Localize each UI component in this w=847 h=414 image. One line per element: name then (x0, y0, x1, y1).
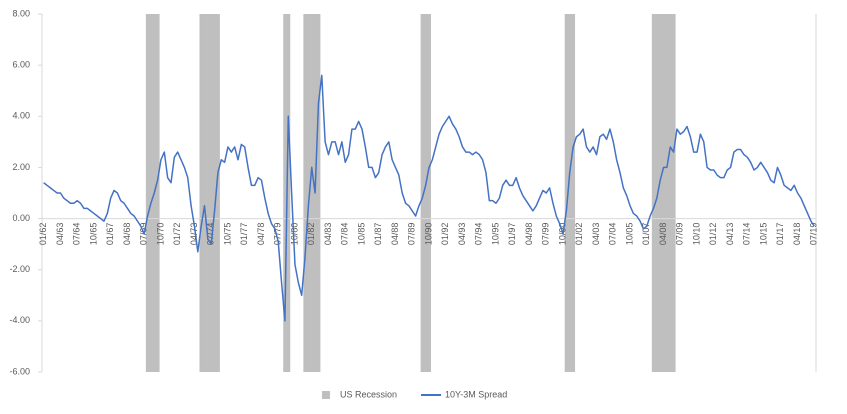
recession-bar (286, 14, 291, 372)
x-tick-label: 04/83 (323, 223, 333, 246)
x-tick-label: 10/95 (490, 223, 500, 246)
legend-swatch (322, 391, 330, 399)
x-tick-label: 04/93 (457, 223, 467, 246)
x-tick-label: 01/17 (775, 223, 785, 246)
recession-bar (155, 14, 160, 372)
x-tick-label: 10/85 (356, 223, 366, 246)
recession-bar (145, 14, 150, 372)
recession-bar (209, 14, 214, 372)
recession-bar (427, 14, 431, 372)
recession-bar (202, 14, 207, 372)
recession-bar (216, 14, 220, 372)
x-tick-label: 01/92 (440, 223, 450, 246)
x-tick-label: 10/15 (758, 223, 768, 246)
recession-bar (206, 14, 210, 372)
recession-bar (306, 14, 311, 372)
x-tick-label: 07/99 (541, 223, 551, 246)
x-tick-label: 04/08 (658, 223, 668, 246)
x-tick-label: 01/62 (38, 223, 48, 246)
x-tick-label: 10/80 (289, 223, 299, 246)
recession-bar (668, 14, 673, 372)
x-tick-label: 01/02 (574, 223, 584, 246)
x-tick-label: 10/10 (691, 223, 701, 246)
recession-bar (310, 14, 314, 372)
x-tick-label: 07/14 (742, 223, 752, 246)
x-tick-label: 04/03 (591, 223, 601, 246)
x-tick-label: 01/82 (306, 223, 316, 246)
spread-line (43, 74, 815, 322)
x-tick-label: 04/78 (256, 223, 266, 246)
x-tick-label: 10/75 (222, 223, 232, 246)
recession-bar (665, 14, 669, 372)
recession-bar (564, 14, 569, 372)
x-tick-label: 04/88 (390, 223, 400, 246)
y-tick-label: -6.00 (9, 366, 30, 376)
x-tick-label: 01/67 (105, 223, 115, 246)
x-tick-label: 07/64 (72, 223, 82, 246)
recession-bar (316, 14, 321, 372)
y-tick-label: 0.00 (12, 213, 30, 223)
x-tick-label: 04/18 (792, 223, 802, 246)
x-tick-label: 10/65 (88, 223, 98, 246)
x-tick-label: 04/68 (122, 223, 132, 246)
recession-bar (303, 14, 308, 372)
x-tick-label: 07/79 (273, 223, 283, 246)
legend-label: 10Y-3M Spread (445, 389, 507, 399)
x-tick-label: 07/84 (340, 223, 350, 246)
legend-label: US Recession (340, 389, 397, 399)
x-tick-label: 04/73 (189, 223, 199, 246)
x-tick-label: 01/87 (373, 223, 383, 246)
recession-bar (655, 14, 659, 372)
y-tick-label: 4.00 (12, 111, 30, 121)
recession-bar (212, 14, 217, 372)
x-tick-label: 07/89 (407, 223, 417, 246)
recession-bar (149, 14, 153, 372)
x-tick-label: 01/72 (172, 223, 182, 246)
recession-bar (568, 14, 572, 372)
y-tick-label: 6.00 (12, 60, 30, 70)
recession-bar (661, 14, 666, 372)
recession-bar (671, 14, 676, 372)
x-tick-label: 10/05 (624, 223, 634, 246)
x-tick-label: 01/97 (507, 223, 517, 246)
x-tick-label: 01/07 (641, 223, 651, 246)
x-tick-label: 10/70 (155, 223, 165, 246)
x-tick-label: 04/63 (55, 223, 65, 246)
x-tick-label: 10/90 (423, 223, 433, 246)
x-tick-label: 07/94 (474, 223, 484, 246)
recession-bar (423, 14, 428, 372)
recession-bar (651, 14, 656, 372)
x-tick-label: 01/12 (708, 223, 718, 246)
recession-bar (420, 14, 425, 372)
y-tick-label: -2.00 (9, 264, 30, 274)
x-tick-label: 04/98 (524, 223, 534, 246)
y-tick-label: 2.00 (12, 162, 30, 172)
recession-bar (283, 14, 287, 372)
x-tick-label: 07/09 (675, 223, 685, 246)
recession-bar (199, 14, 204, 372)
y-tick-label: -4.00 (9, 315, 30, 325)
x-tick-label: 07/19 (809, 223, 819, 246)
y-tick-label: 8.00 (12, 8, 30, 18)
x-tick-label: 07/04 (608, 223, 618, 246)
recession-bar (658, 14, 663, 372)
recession-bar (571, 14, 576, 372)
x-tick-label: 01/77 (239, 223, 249, 246)
x-tick-label: 07/74 (206, 223, 216, 246)
x-tick-label: 04/13 (725, 223, 735, 246)
